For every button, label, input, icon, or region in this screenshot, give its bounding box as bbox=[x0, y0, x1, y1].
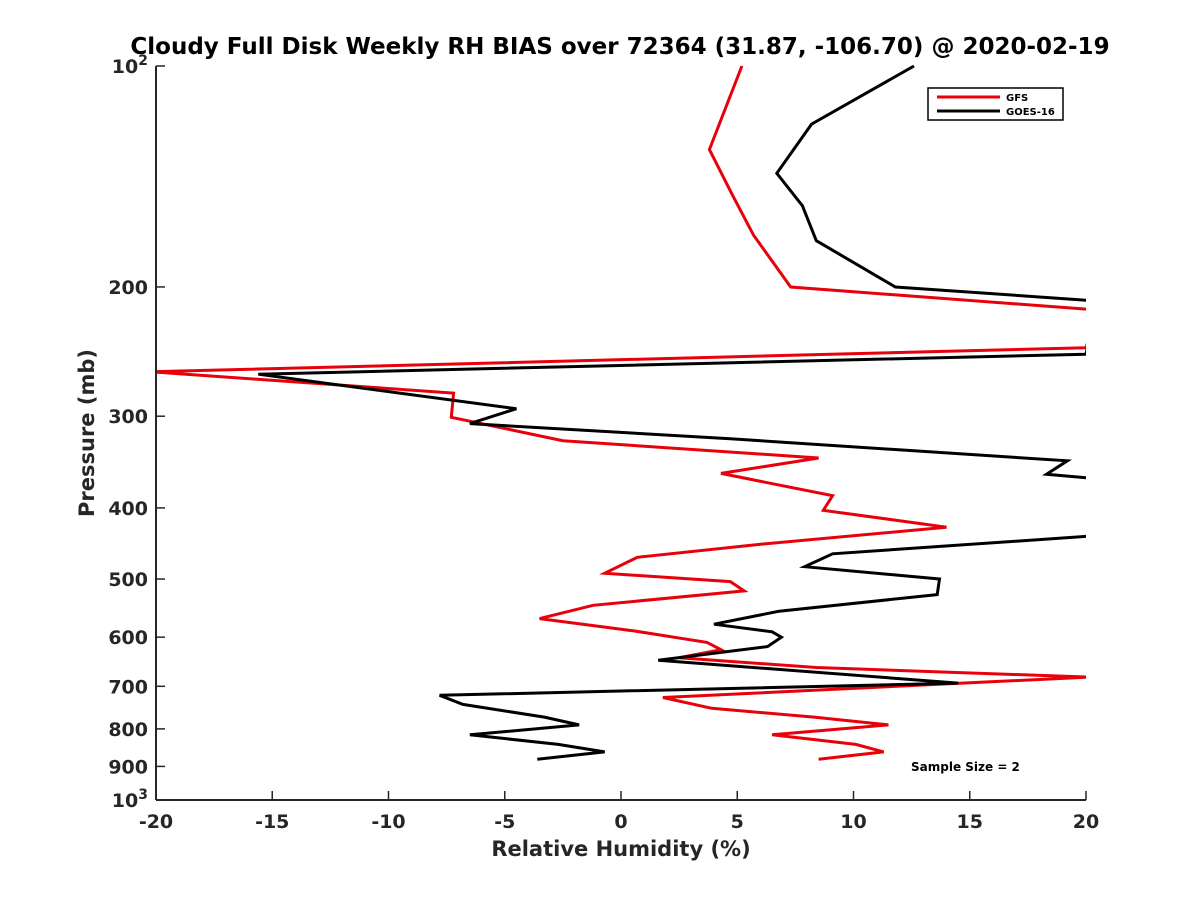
x-tick-label: 15 bbox=[957, 811, 983, 833]
series-line-gfs bbox=[156, 65, 1086, 761]
y-tick-label: 103 bbox=[112, 787, 148, 812]
y-tick-label: 200 bbox=[108, 277, 148, 299]
x-axis-label: Relative Humidity (%) bbox=[491, 837, 750, 861]
y-tick-label: 300 bbox=[108, 406, 148, 428]
x-tick-label: 10 bbox=[840, 811, 866, 833]
legend-label-gfs: GFS bbox=[1006, 93, 1028, 104]
y-tick-label: 900 bbox=[108, 756, 148, 778]
x-tick-label: -10 bbox=[371, 811, 405, 833]
y-tick-label: 400 bbox=[108, 498, 148, 520]
x-tick-label: -15 bbox=[255, 811, 289, 833]
legend: GFS GOES-16 bbox=[927, 87, 1064, 121]
y-tick-label: 700 bbox=[108, 676, 148, 698]
series-line-goes-16 bbox=[258, 64, 1086, 761]
sample-size-annotation: Sample Size = 2 bbox=[911, 760, 1020, 774]
x-tick-label: 20 bbox=[1073, 811, 1099, 833]
series-layer bbox=[156, 64, 1086, 761]
x-tick-label: -20 bbox=[139, 811, 173, 833]
x-tick-label: 0 bbox=[614, 811, 627, 833]
legend-box bbox=[927, 87, 1064, 121]
y-axis-label: Pressure (mb) bbox=[75, 349, 99, 517]
y-tick-label: 102 bbox=[112, 53, 148, 78]
axes-layer: -20 -15 -10 -5 0 5 10 15 20 102 200 300 400 500 600 700… bbox=[108, 53, 1099, 833]
legend-label-goes16: GOES-16 bbox=[1006, 107, 1055, 118]
chart-title: Cloudy Full Disk Weekly RH BIAS over 723… bbox=[130, 34, 1109, 60]
x-tick-label: 5 bbox=[731, 811, 744, 833]
y-tick-label: 600 bbox=[108, 627, 148, 649]
x-tick-label: -5 bbox=[494, 811, 515, 833]
y-tick-label: 500 bbox=[108, 569, 148, 591]
y-tick-label: 800 bbox=[108, 719, 148, 741]
